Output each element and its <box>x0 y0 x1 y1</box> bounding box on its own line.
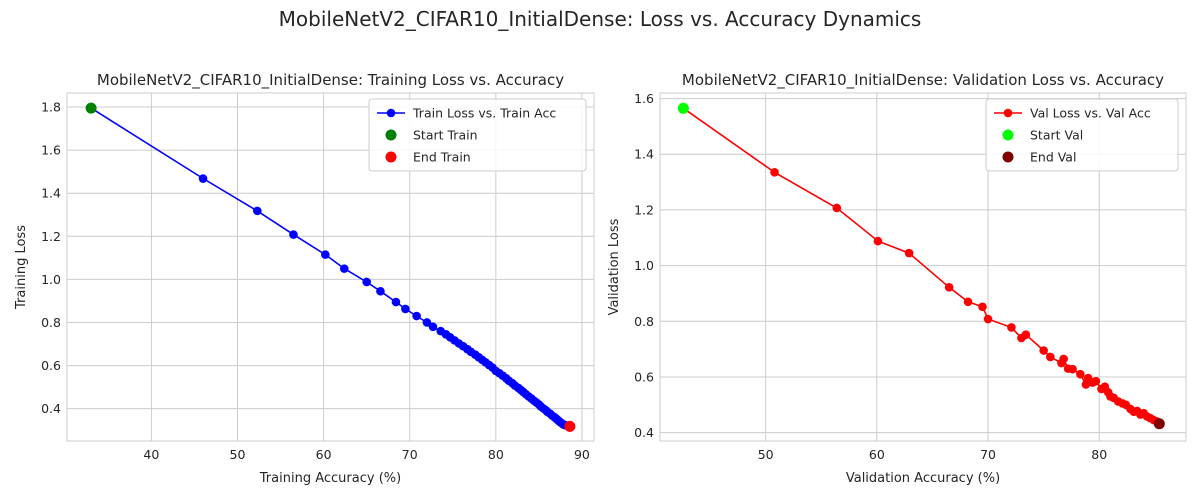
data-point <box>904 248 914 258</box>
y-tick-label: 1.0 <box>634 258 654 273</box>
y-tick-label: 1.8 <box>41 100 61 115</box>
plot-frame <box>659 92 1187 442</box>
y-axis-label: Validation Loss <box>607 218 622 315</box>
data-point <box>412 311 421 321</box>
x-tick-label: 80 <box>1091 447 1107 462</box>
series-1 <box>679 104 1164 429</box>
plot-frame <box>66 92 595 442</box>
data-point <box>391 297 401 307</box>
series-3 <box>564 420 576 432</box>
legend-marker <box>1002 151 1014 163</box>
y-tick-label: 0.6 <box>634 369 654 384</box>
y-tick-label: 1.6 <box>634 91 654 106</box>
y-tick-label: 1.0 <box>41 272 61 287</box>
data-point <box>289 230 298 239</box>
data-point <box>873 236 883 246</box>
y-axis-label: Training Loss <box>14 225 29 310</box>
data-point <box>1046 352 1055 362</box>
data-point <box>1007 323 1016 332</box>
x-tick-label: 40 <box>143 447 159 462</box>
y-tick-label: 0.8 <box>634 314 654 329</box>
legend: Train Loss vs. Train Acc Start Train End T… <box>368 98 587 172</box>
endpoint-marker <box>564 420 576 432</box>
data-point <box>1021 330 1031 339</box>
x-tick-label: 70 <box>980 447 996 462</box>
x-tick-label: 50 <box>758 447 774 462</box>
data-point <box>770 168 779 177</box>
x-tick-label: 50 <box>230 447 246 462</box>
y-tick-label: 0.6 <box>41 358 61 373</box>
chart-title: MobileNetV2_CIFAR10_InitialDense: Traini… <box>97 71 564 90</box>
legend-label: Start Train <box>413 128 478 143</box>
figure-suptitle: MobileNetV2_CIFAR10_InitialDense: Loss v… <box>279 7 922 31</box>
x-axis-label: Training Accuracy (%) <box>259 471 401 486</box>
endpoint-marker <box>1153 418 1165 430</box>
x-axis-label: Validation Accuracy (%) <box>846 471 1000 486</box>
data-point <box>832 203 842 213</box>
data-point <box>983 314 993 324</box>
series-2 <box>85 102 97 114</box>
validation-chart: 50 60 70 80 0.4 0.6 0.8 1.0 1.2 1.4 1.6 MobileNetV2… <box>607 71 1187 486</box>
data-point <box>339 264 349 273</box>
data-point <box>422 318 432 327</box>
data-point <box>376 286 385 296</box>
data-point <box>1039 346 1048 355</box>
x-tick-label: 90 <box>574 447 590 462</box>
training-chart: 40 50 60 70 80 90 0.4 0.6 0.8 1.0 1.2 1.4 1.6 1.8 Mobi… <box>14 71 595 486</box>
x-tick-label: 80 <box>488 447 504 462</box>
legend: Val Loss vs. Val Acc Start Val End Val <box>985 98 1179 172</box>
data-point <box>401 304 410 314</box>
legend-marker <box>1002 129 1014 141</box>
x-tick-label: 60 <box>316 447 332 462</box>
legend-marker <box>386 108 396 118</box>
data-point <box>362 277 371 287</box>
data-point <box>1091 376 1101 386</box>
legend-label: End Val <box>1030 150 1076 165</box>
y-tick-label: 1.4 <box>634 147 654 162</box>
y-tick-label: 1.2 <box>634 202 654 217</box>
legend-box <box>985 98 1179 172</box>
data-point <box>978 302 987 312</box>
data-point <box>1076 369 1085 379</box>
data-point <box>321 250 330 259</box>
y-tick-label: 0.8 <box>41 315 61 330</box>
legend-marker <box>385 151 397 163</box>
legend-marker <box>385 129 397 141</box>
x-tick-label: 60 <box>869 447 885 462</box>
series-3 <box>1153 418 1165 430</box>
data-point <box>253 206 262 216</box>
data-point <box>1059 354 1068 364</box>
legend-marker <box>1003 108 1013 118</box>
legend-label: Train Loss vs. Train Acc <box>412 106 556 121</box>
endpoint-marker <box>85 102 97 114</box>
legend-label: End Train <box>413 150 471 165</box>
legend-box <box>368 98 587 172</box>
legend-label: Val Loss vs. Val Acc <box>1030 106 1151 121</box>
series-2 <box>677 102 689 114</box>
data-point <box>1068 364 1077 374</box>
chart-title: MobileNetV2_CIFAR10_InitialDense: Valida… <box>682 71 1164 90</box>
data-point <box>944 283 954 292</box>
legend-label: Start Val <box>1030 128 1083 143</box>
y-tick-label: 0.4 <box>41 401 61 416</box>
endpoint-marker <box>677 102 689 114</box>
y-tick-label: 1.4 <box>41 186 61 201</box>
series-1 <box>86 103 575 431</box>
data-point <box>428 322 438 332</box>
y-tick-label: 1.6 <box>41 143 61 158</box>
data-point <box>198 174 208 183</box>
y-tick-label: 0.4 <box>634 425 654 440</box>
data-point <box>963 297 973 307</box>
y-tick-label: 1.2 <box>41 229 61 244</box>
x-tick-label: 70 <box>402 447 418 462</box>
